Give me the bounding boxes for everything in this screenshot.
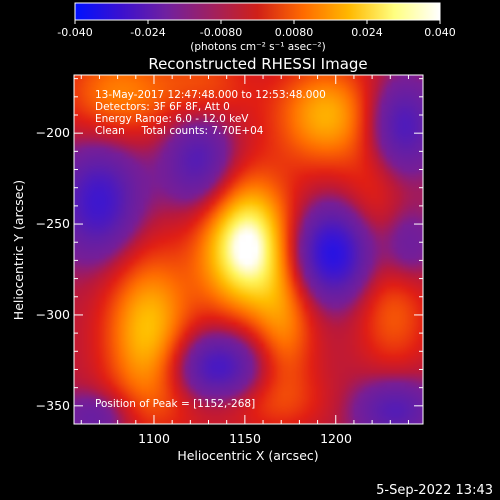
axis-ticks: [74, 75, 423, 425]
colorbar-tick-label-3: 0.0080: [275, 26, 314, 39]
colorbar: -0.040 -0.024 -0.0080 0.0080 0.024 0.040…: [57, 2, 456, 53]
colorbar-tick-label-0: -0.040: [57, 26, 92, 39]
colorbar-tick-label-1: -0.024: [130, 26, 165, 39]
colorbar-tick-label-4: 0.024: [351, 26, 383, 39]
y-tick-label-1: −250: [36, 216, 70, 231]
x-axis-label: Heliocentric X (arcsec): [177, 448, 318, 463]
info-time-range: 13-May-2017 12:47:48.000 to 12:53:48.000: [95, 89, 326, 101]
heatmap: [74, 75, 423, 424]
plot-frame: [73, 74, 424, 425]
info-clean-counts: Clean Total counts: 7.70E+04: [95, 125, 264, 137]
info-energy-range: Energy Range: 6.0 - 12.0 keV: [95, 113, 249, 125]
colorbar-tick-label-5: 0.040: [424, 26, 456, 39]
colorbar-gradient: [75, 3, 440, 20]
colorbar-frame: [74, 2, 441, 21]
footer-timestamp: 5-Sep-2022 13:43: [376, 483, 493, 498]
y-tick-label-2: −300: [36, 307, 70, 322]
colorbar-tick-label-2: -0.0080: [200, 26, 242, 39]
heatmap-image: [74, 75, 423, 424]
x-tick-label-1: 1150: [229, 431, 261, 446]
y-tick-label-0: −200: [36, 125, 70, 140]
x-tick-label-0: 1100: [138, 431, 170, 446]
info-detectors: Detectors: 3F 6F 8F, Att 0: [95, 101, 230, 113]
colorbar-units-label: (photons cm⁻² s⁻¹ asec⁻²): [190, 41, 325, 53]
y-tick-label-3: −350: [36, 398, 70, 413]
chart-title: Reconstructed RHESSI Image: [148, 55, 367, 73]
y-axis-label: Heliocentric Y (arcsec): [11, 180, 26, 320]
colorbar-ticks: [74, 20, 441, 24]
peak-position-label: Position of Peak = [1152,-268]: [95, 398, 255, 410]
x-tick-label-2: 1200: [320, 431, 352, 446]
